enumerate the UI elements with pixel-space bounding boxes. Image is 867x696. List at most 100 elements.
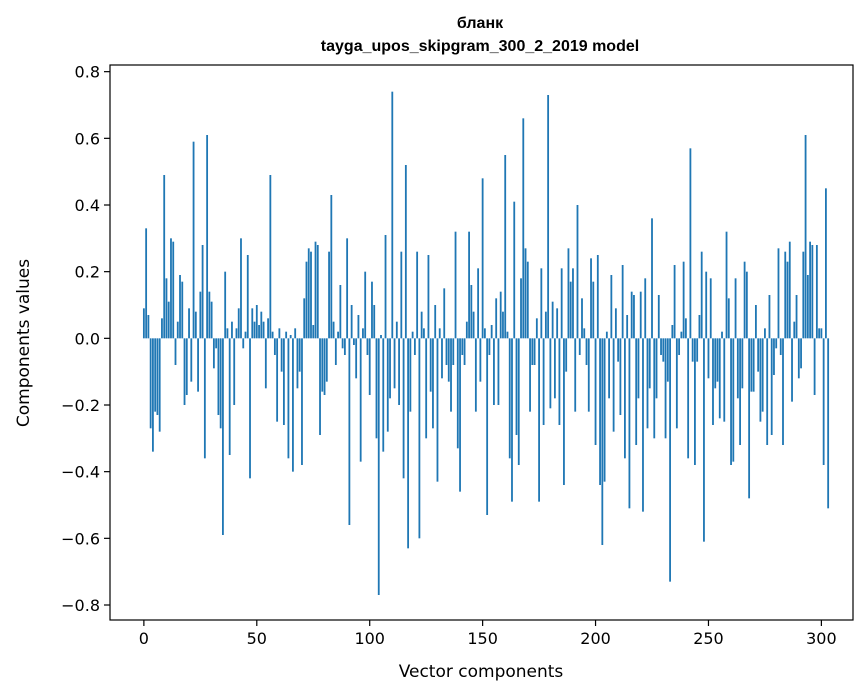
bar (262, 321, 265, 339)
bar (174, 338, 177, 365)
bar (454, 231, 457, 339)
bar (398, 338, 400, 405)
bar (542, 338, 545, 425)
bar (572, 268, 574, 339)
bar (483, 328, 486, 339)
bar (603, 338, 606, 482)
bar (558, 338, 561, 425)
bar (544, 311, 547, 339)
bar (337, 331, 339, 339)
bar (375, 338, 378, 439)
x-tick-label: 150 (467, 629, 498, 648)
bar (718, 338, 721, 419)
bar (339, 285, 342, 339)
bar (802, 251, 805, 339)
bar (800, 338, 802, 369)
bar (651, 218, 653, 339)
bar (585, 338, 588, 365)
bar (678, 338, 681, 355)
bar (520, 278, 522, 339)
bar (307, 248, 310, 339)
bar (809, 241, 811, 339)
bar (289, 335, 292, 339)
bar (639, 291, 642, 339)
bar (770, 338, 773, 435)
bar (490, 325, 493, 339)
y-tick-label: 0.4 (75, 196, 100, 215)
bar (736, 338, 739, 399)
bar (601, 338, 604, 545)
bar (443, 288, 446, 339)
bar (517, 338, 520, 465)
bar (465, 321, 468, 339)
bar (694, 338, 696, 465)
x-tick-label: 100 (354, 629, 385, 648)
bar (165, 278, 168, 339)
bar (461, 338, 464, 355)
bar (569, 281, 572, 339)
bar (188, 308, 190, 339)
bar (364, 271, 367, 339)
bar (605, 331, 608, 339)
bar (206, 135, 209, 339)
bar (208, 291, 211, 339)
bar (662, 338, 665, 362)
bar (436, 338, 439, 482)
bar (212, 338, 215, 369)
bar (260, 311, 263, 339)
bar (637, 338, 640, 399)
bar (700, 251, 703, 339)
bar-series (142, 91, 830, 595)
bar (481, 178, 484, 339)
bar (386, 338, 389, 432)
bar (709, 278, 712, 339)
bar (563, 338, 565, 485)
bar (343, 338, 346, 355)
bar (621, 265, 624, 339)
bar (219, 338, 222, 429)
bar (450, 338, 452, 412)
bar (350, 305, 353, 339)
bar (522, 118, 525, 339)
bar (820, 328, 823, 339)
bar (258, 325, 260, 339)
bar (703, 338, 705, 542)
x-tick-label: 300 (806, 629, 837, 648)
bar (163, 175, 166, 339)
bar (185, 338, 188, 395)
bar (642, 338, 644, 512)
bar (418, 338, 421, 539)
bar (411, 331, 414, 339)
bar (547, 95, 550, 339)
bar (730, 338, 732, 465)
bar (197, 338, 199, 392)
bar (657, 295, 660, 339)
bar (590, 258, 592, 339)
bar (594, 338, 597, 445)
bar (782, 338, 784, 445)
y-axis-label: Components values (14, 259, 34, 427)
bar (818, 328, 821, 339)
bar (757, 338, 760, 372)
bar (271, 331, 274, 339)
bar (341, 338, 344, 349)
bar (310, 251, 312, 339)
bar (825, 188, 827, 339)
bar (619, 338, 622, 415)
bar (402, 338, 405, 479)
bar (716, 338, 719, 382)
bar (488, 338, 491, 355)
bar (226, 328, 229, 339)
bar (332, 321, 335, 339)
bar (456, 338, 459, 449)
bar (502, 311, 504, 339)
bar (235, 328, 238, 339)
bar (691, 338, 694, 362)
bar (666, 338, 669, 382)
bar (167, 301, 170, 339)
bar (231, 321, 233, 339)
bar (788, 241, 791, 339)
bar (553, 338, 556, 399)
bar (253, 321, 256, 339)
bar (540, 268, 543, 339)
